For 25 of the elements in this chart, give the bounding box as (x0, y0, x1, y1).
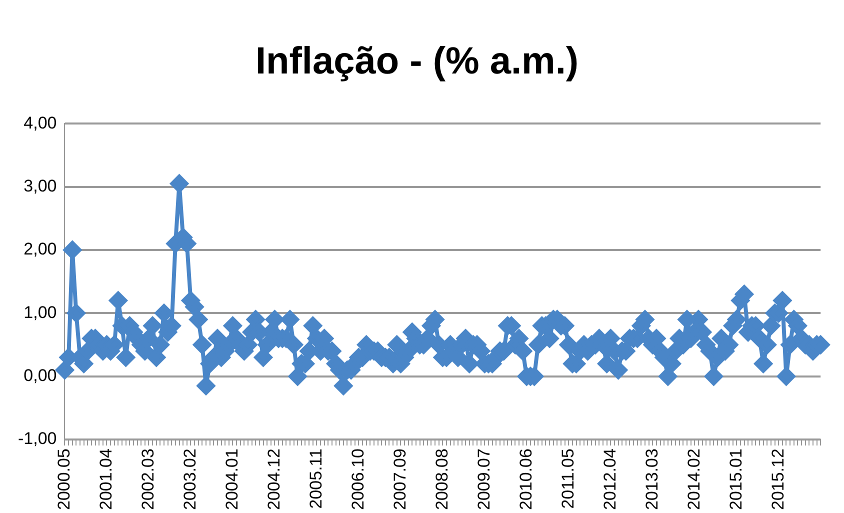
x-tick-label: 2003.02 (180, 448, 200, 510)
x-tick-label: 2004.01 (222, 448, 242, 510)
x-tick-label: 2005.11 (306, 448, 326, 509)
x-tick-label: 2000.05 (54, 448, 74, 510)
x-tick-label: 2013.03 (642, 448, 662, 510)
x-tick-label: 2004.12 (264, 448, 284, 510)
x-tick-label: 2001.04 (96, 448, 116, 510)
x-tick-label: 2006.10 (348, 448, 368, 510)
x-tick-label: 2002.03 (138, 448, 158, 510)
y-tick-label: 4,00 (24, 113, 57, 132)
chart-title: Inflação - (% a.m.) (255, 40, 579, 82)
x-tick-label: 2007.09 (390, 448, 410, 510)
y-tick-label: 3,00 (24, 176, 57, 196)
x-tick-label: 2008.08 (432, 448, 452, 510)
x-tick-label: 2010.06 (516, 448, 536, 510)
y-tick-label: 2,00 (24, 240, 57, 259)
x-tick-label: 2015.01 (726, 448, 746, 510)
x-tick-label: 2012.04 (600, 448, 620, 510)
x-tick-label: 2011.05 (558, 448, 578, 509)
x-tick-label: 2015.12 (768, 448, 788, 510)
x-tick-label: 2014.02 (684, 448, 704, 510)
x-tick-label: 2009.07 (474, 448, 494, 510)
y-tick-label: -1,00 (18, 429, 57, 448)
y-tick-label: 0,00 (24, 366, 57, 386)
y-tick-label: 1,00 (24, 302, 57, 322)
